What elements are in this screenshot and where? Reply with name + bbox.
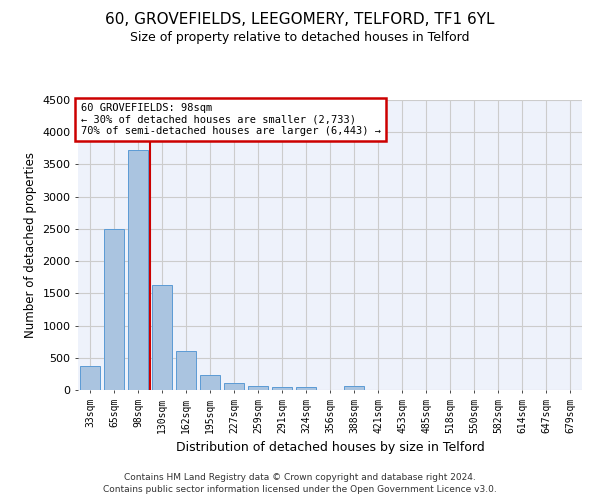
Bar: [344, 386, 364, 390]
Bar: [272, 387, 292, 390]
Bar: [200, 375, 220, 390]
Y-axis label: Number of detached properties: Number of detached properties: [23, 152, 37, 338]
Bar: [176, 352, 196, 390]
Bar: [224, 383, 244, 390]
Bar: [80, 366, 100, 390]
Bar: [152, 285, 172, 390]
Bar: [128, 150, 148, 390]
Bar: [248, 386, 268, 390]
Text: 60 GROVEFIELDS: 98sqm
← 30% of detached houses are smaller (2,733)
70% of semi-d: 60 GROVEFIELDS: 98sqm ← 30% of detached …: [80, 103, 380, 136]
Bar: [104, 229, 124, 390]
X-axis label: Distribution of detached houses by size in Telford: Distribution of detached houses by size …: [176, 441, 484, 454]
Text: Size of property relative to detached houses in Telford: Size of property relative to detached ho…: [130, 31, 470, 44]
Bar: [296, 388, 316, 390]
Text: 60, GROVEFIELDS, LEEGOMERY, TELFORD, TF1 6YL: 60, GROVEFIELDS, LEEGOMERY, TELFORD, TF1…: [105, 12, 495, 28]
Text: Contains HM Land Registry data © Crown copyright and database right 2024.: Contains HM Land Registry data © Crown c…: [124, 472, 476, 482]
Text: Contains public sector information licensed under the Open Government Licence v3: Contains public sector information licen…: [103, 485, 497, 494]
